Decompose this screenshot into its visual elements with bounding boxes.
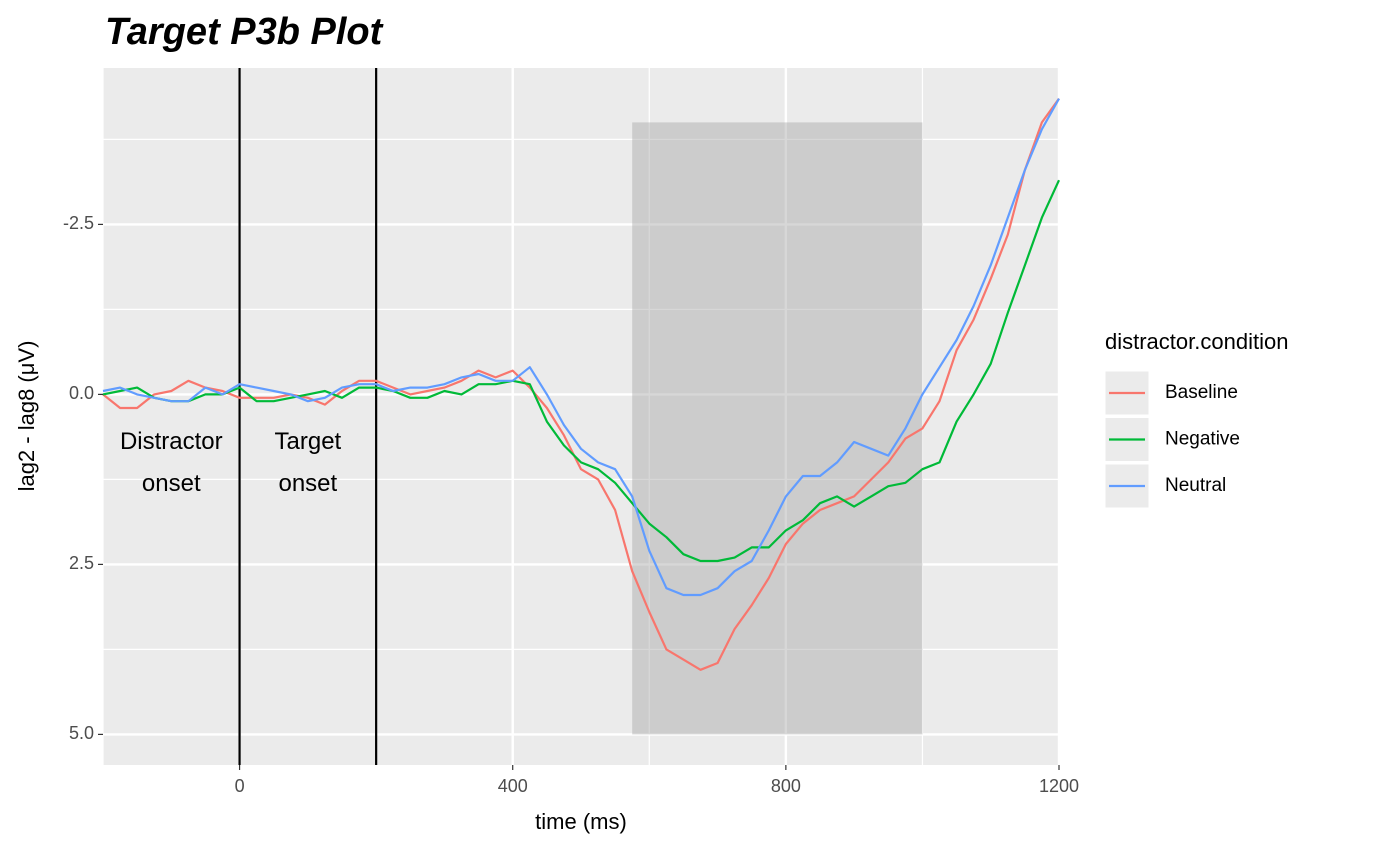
x-axis-label: time (ms) [535, 809, 627, 834]
y-tick-label: 5.0 [69, 723, 94, 743]
chart-title: Target P3b Plot [105, 11, 384, 53]
x-tick-label: 1200 [1039, 776, 1079, 796]
annotation: Distractor onset [120, 428, 223, 497]
series-line [102, 97, 1060, 671]
y-tick-label: 2.5 [69, 553, 94, 573]
legend-label: Negative [1165, 429, 1240, 450]
y-axis-label: lag2 - lag8 (μV) [14, 341, 39, 492]
series-line [102, 179, 1061, 563]
x-tick-label: 0 [235, 776, 245, 796]
series-line [102, 98, 1060, 597]
shaded-region [632, 122, 923, 735]
legend-title: distractor.condition [1105, 329, 1288, 354]
plot-area: Distractor onset Target onset [102, 68, 1061, 765]
y-tick-label: -2.5 [63, 213, 94, 233]
x-tick-label: 400 [498, 776, 528, 796]
x-tick-label: 800 [771, 776, 801, 796]
legend-label: Baseline [1165, 382, 1238, 403]
y-tick-label: 0.0 [69, 383, 94, 403]
legend: Baseline Negative Neutral [1104, 370, 1240, 509]
legend-label: Neutral [1165, 475, 1226, 496]
annotation: Target onset [275, 428, 342, 497]
